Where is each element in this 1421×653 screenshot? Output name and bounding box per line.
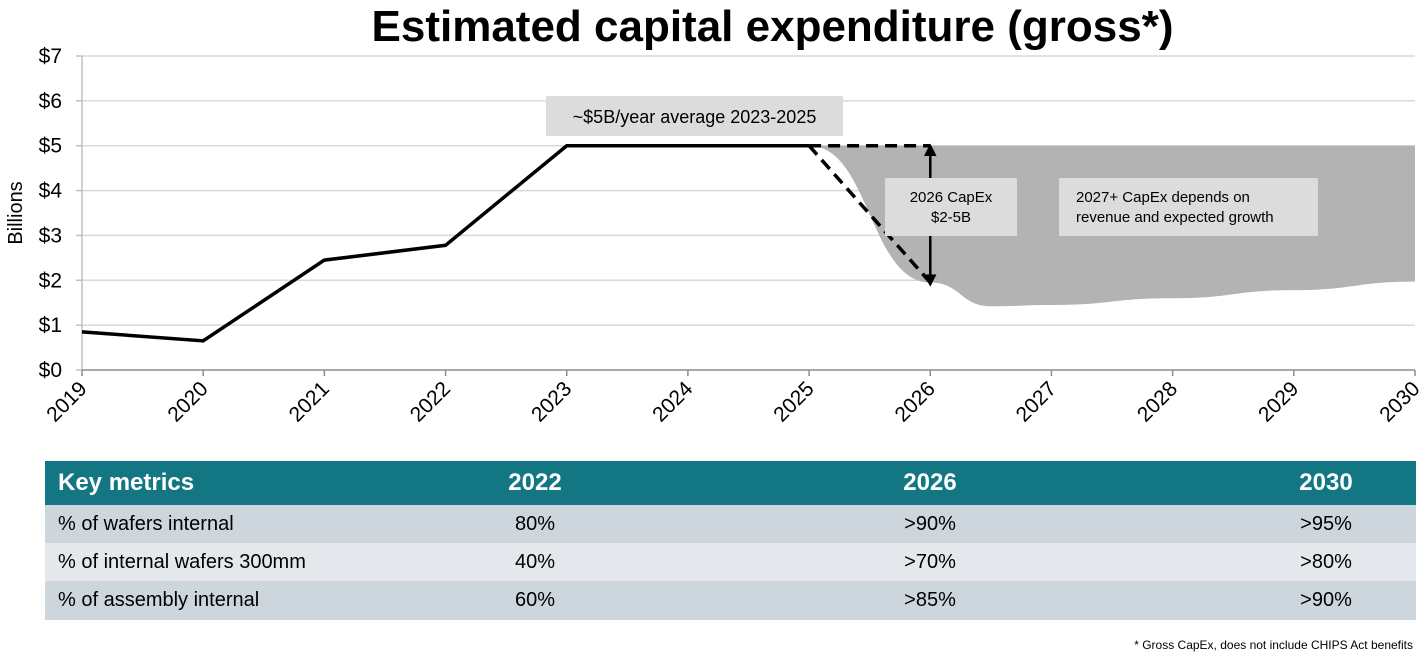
key-metrics-table: Key metrics 2022 2026 2030 % of wafers i…	[45, 461, 1416, 620]
x-tick-label: 2025	[769, 377, 818, 426]
y-tick-label: $5	[39, 135, 62, 158]
annotation-2027-line1: 2027+ CapEx depends on	[1076, 189, 1250, 206]
metric-value-2026: >85%	[904, 589, 956, 611]
table-header-row: Key metrics 2022 2026 2030	[45, 461, 1416, 505]
y-tick-label: $7	[39, 45, 62, 68]
series-lines	[81, 143, 932, 343]
metric-name: % of wafers internal	[58, 512, 234, 535]
table-row: % of wafers internal 80% >90% >95%	[45, 505, 1416, 543]
y-axis-label: Billions	[5, 181, 27, 244]
metric-value-2022: 60%	[514, 589, 556, 611]
x-tick-label: 2029	[1254, 377, 1303, 426]
x-tick-label: 2019	[42, 377, 91, 426]
table-row: % of assembly internal 60% >85% >90%	[45, 581, 1416, 620]
metric-value-2026: >90%	[904, 512, 956, 535]
footnote: * Gross CapEx, does not include CHIPS Ac…	[1134, 638, 1413, 652]
header-cell-2026: 2026	[903, 469, 957, 496]
axes	[76, 55, 1416, 376]
capex-chart: ~$5B/year average 2023-2025 2026 CapEx $2-…	[5, 45, 1421, 427]
y-tick-label: $0	[39, 359, 62, 382]
metric-value-2030: >95%	[1300, 512, 1352, 535]
x-tick-label: 2021	[285, 377, 334, 426]
x-tick-label: 2027	[1012, 377, 1061, 426]
metric-value-2022: 40%	[514, 550, 556, 573]
metric-name: % of assembly internal	[58, 589, 260, 611]
annotation-box-2027	[1059, 178, 1318, 236]
table-row: % of internal wafers 300mm 40% >70% >80%	[45, 543, 1416, 581]
series-line-solid	[81, 143, 810, 343]
x-tick-label: 2026	[891, 377, 940, 426]
x-tick-label: 2024	[648, 377, 698, 427]
annotation-box-2026	[885, 178, 1017, 236]
header-cell-2022: 2022	[508, 469, 562, 496]
y-tick-label: $6	[39, 90, 62, 113]
y-tick-label: $4	[39, 180, 63, 203]
series-line-dashed	[807, 144, 932, 284]
chart-title: Estimated capital expenditure (gross*)	[371, 2, 1174, 51]
annotations: ~$5B/year average 2023-2025 2026 CapEx $2-…	[546, 96, 1318, 287]
x-tick-label: 2030	[1375, 377, 1421, 426]
annotation-2027-line2: revenue and expected growth	[1076, 209, 1274, 226]
x-tick-label: 2023	[527, 377, 576, 426]
y-tick-label: $2	[39, 269, 62, 292]
metric-value-2030: >90%	[1300, 589, 1352, 611]
x-tick-label: 2028	[1133, 377, 1182, 426]
x-tick-label: 2020	[163, 377, 212, 426]
annotation-average-text: ~$5B/year average 2023-2025	[573, 107, 817, 127]
annotation-box-average	[546, 96, 843, 136]
header-cell-metric: Key metrics	[58, 469, 195, 496]
header-cell-2030: 2030	[1299, 469, 1353, 496]
metric-value-2026: >70%	[904, 550, 956, 573]
metric-value-2022: 80%	[514, 512, 556, 535]
x-tick-label: 2022	[406, 377, 455, 426]
annotation-2026-line1: 2026 CapEx	[910, 189, 993, 206]
metric-name: % of internal wafers 300mm	[58, 550, 306, 573]
y-tick-label: $1	[39, 314, 62, 337]
y-tick-label: $3	[39, 224, 62, 247]
metric-value-2030: >80%	[1300, 550, 1352, 573]
annotation-2026-line2: $2-5B	[931, 209, 971, 226]
